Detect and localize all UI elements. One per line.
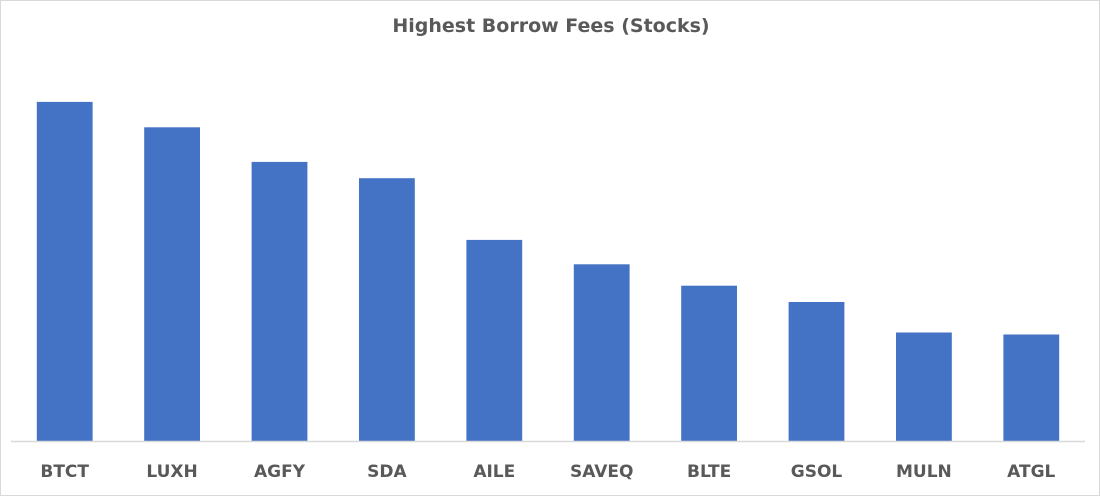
category-labels-group: BTCT LUXH AGFY SDA AILE SAVEQ BLTE GSOL MULN ATGL: [40, 462, 1055, 482]
bar-blte: [681, 285, 737, 441]
category-label-atgl: ATGL: [1007, 462, 1055, 482]
bar-sda: [359, 178, 415, 441]
bar-saveq: [573, 264, 630, 441]
category-label-agfy: AGFY: [254, 462, 306, 482]
bar-atgl: [1003, 334, 1060, 441]
bar-muln: [896, 332, 952, 441]
category-label-sda: SDA: [367, 462, 407, 482]
bar-agfy: [251, 161, 308, 441]
category-label-btct: BTCT: [40, 462, 89, 482]
bar-luxh: [144, 127, 200, 442]
bars-group: [36, 101, 1060, 442]
category-label-blte: BLTE: [687, 462, 731, 482]
bar-gsol: [788, 302, 845, 441]
category-label-gsol: GSOL: [791, 462, 843, 482]
category-label-muln: MULN: [896, 462, 952, 482]
bar-aile: [466, 239, 523, 441]
category-label-luxh: LUXH: [146, 462, 197, 482]
category-label-saveq: SAVEQ: [570, 462, 633, 482]
bar-btct: [36, 101, 93, 442]
category-label-aile: AILE: [473, 462, 515, 482]
chart-title: Highest Borrow Fees (Stocks): [392, 15, 710, 37]
